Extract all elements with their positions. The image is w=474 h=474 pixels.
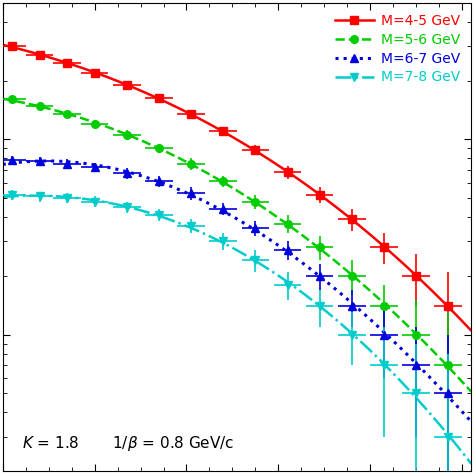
- Legend: M=4-5 GeV, M=5-6 GeV, M=6-7 GeV, M=7-8 GeV: M=4-5 GeV, M=5-6 GeV, M=6-7 GeV, M=7-8 G…: [331, 10, 464, 89]
- Text: $K$ = 1.8       1/$\beta$ = 0.8 GeV/c: $K$ = 1.8 1/$\beta$ = 0.8 GeV/c: [21, 434, 234, 453]
